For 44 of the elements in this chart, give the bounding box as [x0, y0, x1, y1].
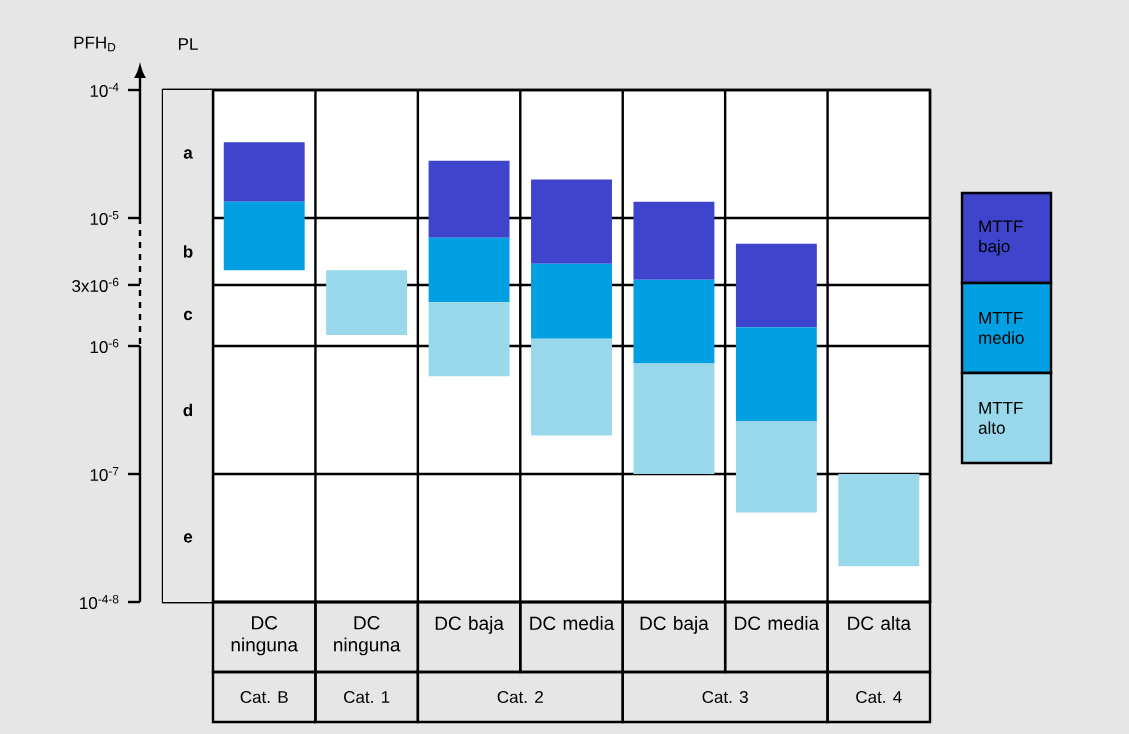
y-tick-label: 10$^{-4-8}$	[80, 594, 119, 610]
x-tick-label: DC media	[735, 616, 820, 631]
bar	[633, 279, 715, 364]
x-tick-label: DC ninguna	[231, 616, 299, 656]
band-label: e	[183, 533, 193, 543]
band-label: c	[183, 310, 193, 321]
x-tick-label: DC baja	[640, 616, 709, 634]
x-tick-label: DC media	[530, 616, 615, 631]
text: Cat. 3	[702, 690, 748, 704]
bar	[735, 243, 817, 328]
bar	[428, 302, 510, 377]
text: Cat. 2	[497, 690, 543, 704]
text: Cat. 1	[344, 690, 390, 704]
bar	[633, 363, 715, 475]
bar	[735, 327, 817, 421]
bar	[838, 474, 920, 567]
bar	[531, 263, 612, 339]
y-axis-title: PFH$_{D}$	[74, 36, 116, 52]
y-tick-label: 10$^{-4}$	[90, 83, 119, 97]
text: Cat. B	[240, 690, 288, 704]
text: Cat. 4	[856, 690, 902, 704]
band-label: d	[183, 403, 193, 417]
x-tick-label: DC baja	[435, 616, 504, 634]
x-tick-label: DC alta	[848, 616, 911, 631]
y-tick-label: 10$^{-7}$	[90, 467, 119, 481]
y-tick-label: 3x10$^{-6}$	[72, 277, 119, 292]
text: MTTF medio	[979, 312, 1024, 344]
x-tick-label: DC ninguna	[334, 616, 401, 656]
bar	[531, 179, 612, 264]
bar	[428, 237, 510, 303]
bar	[326, 270, 408, 335]
text: MTTF alto	[978, 402, 1023, 434]
text: PL	[178, 38, 198, 50]
y-tick-label: 10$^{-5}$	[90, 211, 119, 225]
bar	[223, 142, 305, 202]
band-label: a	[183, 149, 193, 159]
bar	[223, 201, 305, 271]
bar	[633, 201, 715, 280]
band-label: b	[183, 245, 193, 258]
text: MTTF bajo	[979, 220, 1023, 256]
y-tick-label: 10$^{-6}$	[90, 338, 119, 354]
bar	[531, 338, 612, 436]
bar	[428, 160, 510, 238]
bar	[735, 420, 817, 513]
